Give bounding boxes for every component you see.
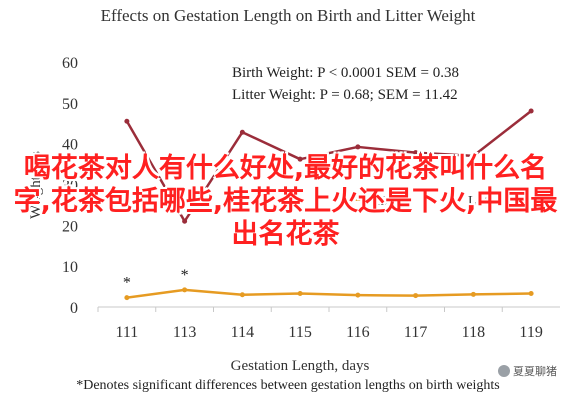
watermark: 夏夏聊猪	[494, 362, 561, 380]
chart-title: Effects on Gestation Length on Birth and…	[101, 6, 476, 25]
y-tick-label: 60	[62, 55, 78, 72]
birth-stats-annotation: Birth Weight: P < 0.0001 SEM = 0.38	[232, 65, 459, 81]
data-point-litter	[297, 156, 303, 162]
data-point-birth	[470, 291, 476, 297]
y-axis-label: Weight, lbs	[28, 151, 44, 219]
y-tick-label: 20	[62, 218, 78, 235]
y-tick-label: 40	[62, 137, 78, 154]
data-point-litter	[182, 218, 188, 224]
significance-marker: *	[181, 267, 189, 284]
y-tick-label: 50	[62, 96, 78, 113]
data-point-birth	[124, 295, 130, 301]
x-tick-label: 116	[346, 324, 369, 341]
footnote: *Denotes significant differences between…	[76, 378, 500, 393]
data-point-birth	[239, 292, 245, 298]
significance-marker: *	[123, 275, 131, 292]
x-tick-label: 117	[404, 324, 427, 341]
watermark-text: 夏夏聊猪	[513, 365, 557, 378]
series-line-litter	[125, 110, 532, 223]
data-point-litter	[239, 129, 245, 135]
data-point-litter	[413, 150, 419, 156]
significance-markers: * *	[123, 267, 189, 292]
y-tick-label: 0	[70, 300, 78, 317]
data-point-litter	[470, 153, 476, 159]
x-tick-label: 111	[115, 324, 138, 341]
y-tick-label: 10	[62, 259, 78, 276]
data-point-litter	[355, 144, 361, 150]
x-tick-label: 119	[519, 324, 542, 341]
data-point-birth	[182, 287, 188, 293]
x-tick-label: 113	[173, 324, 196, 341]
x-tick-label: 114	[231, 324, 254, 341]
data-point-birth	[528, 291, 534, 297]
legend-birth-label: Birth	[378, 194, 407, 209]
x-axis-label: Gestation Length, days	[231, 358, 370, 374]
data-point-litter	[124, 118, 130, 124]
x-axis-ticks: 111 113 114 115 116 117 118 119	[97, 307, 543, 341]
data-point-birth	[355, 292, 361, 298]
series-layer	[124, 108, 534, 301]
overlay-headline: 喝花茶对人有什么好处,最好的花茶叫什么名字,花茶包括哪些,桂花茶上火还是下火,中…	[13, 153, 558, 250]
data-point-litter	[528, 108, 534, 114]
legend: Birth Litter	[350, 194, 499, 209]
y-tick-label: 30	[62, 178, 78, 195]
legend-litter-label: Litter	[468, 194, 499, 209]
litter-stats-annotation: Litter Weight: P = 0.68; SEM = 11.42	[232, 87, 458, 103]
x-tick-label: 118	[462, 324, 485, 341]
y-axis-ticks: 0 10 20 30 40 50 60	[62, 55, 78, 317]
series-line-birth	[126, 288, 532, 299]
data-point-birth	[297, 291, 303, 297]
wechat-icon	[498, 365, 510, 377]
data-point-birth	[413, 293, 419, 299]
x-tick-label: 115	[288, 324, 311, 341]
